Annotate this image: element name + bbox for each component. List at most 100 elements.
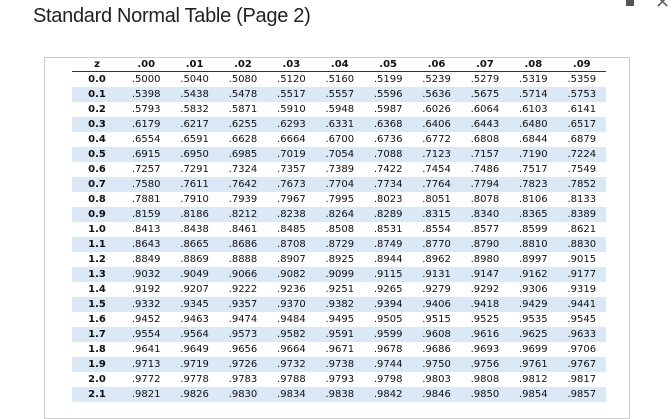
probability-cell: .9406 (412, 297, 461, 312)
column-header: .02 (218, 58, 268, 72)
probability-cell: .9826 (170, 387, 219, 402)
probability-cell: .8438 (180, 224, 209, 235)
probability-cell: .9726 (218, 357, 268, 372)
table-row: 1.4 .9192 .9207 .9222 .9236 .9251 .9265 .9279 .9… (72, 282, 606, 297)
probability-cell: .9678 (373, 344, 403, 355)
z-cell: 0.8 (88, 194, 106, 205)
probability-cell: .9812 (519, 374, 548, 385)
probability-cell: .9265 (373, 284, 403, 295)
probability-cell: .9857 (557, 387, 606, 402)
probability-cell: .6064 (470, 104, 500, 115)
probability-cell: .5040 (180, 74, 209, 85)
probability-cell: .6700 (325, 134, 355, 145)
probability-cell: .9732 (267, 357, 316, 372)
probability-cell: .9821 (122, 387, 171, 402)
probability-cell: .9591 (315, 327, 364, 342)
probability-cell: .9082 (267, 267, 316, 282)
probability-cell: .5596 (363, 87, 413, 102)
probability-cell: .9515 (422, 314, 451, 325)
probability-cell: .9525 (470, 314, 500, 325)
minimize-button[interactable] (626, 0, 634, 6)
probability-cell: .9452 (131, 314, 161, 325)
probability-cell: .9015 (567, 254, 597, 265)
probability-cell: .7939 (228, 194, 258, 205)
table-row: 1.9.9713.9719.9726.9732.9738.9744.9750.9… (72, 357, 606, 372)
probability-cell: .6950 (170, 147, 219, 162)
probability-cell: .7549 (567, 164, 597, 175)
probability-cell: .8980 (470, 254, 500, 265)
probability-cell: .7764 (412, 177, 461, 192)
probability-cell: .9693 (470, 344, 500, 355)
probability-cell: .6517 (557, 117, 606, 132)
probability-cell: .9706 (567, 344, 597, 355)
probability-cell: .7422 (373, 164, 403, 175)
table-row: 1.3.9032.9049.9066.9082.9099.9115.9131.9… (72, 267, 606, 282)
probability-cell: .6591 (180, 134, 209, 145)
probability-cell: .8849 (131, 254, 161, 265)
probability-cell: .5948 (325, 104, 355, 115)
probability-cell: .6915 (122, 147, 171, 162)
probability-cell: .9793 (325, 374, 355, 385)
probability-cell: .6331 (315, 117, 364, 132)
probability-cell: .7580 (122, 177, 171, 192)
probability-cell: .9505 (373, 314, 403, 325)
probability-cell: .9545 (567, 314, 597, 325)
probability-cell: .7389 (325, 164, 355, 175)
probability-cell: .8962 (422, 254, 451, 265)
column-header: .06 (412, 58, 461, 72)
probability-cell: .8485 (277, 224, 306, 235)
probability-cell: .8389 (557, 207, 606, 222)
probability-cell: .7673 (267, 177, 316, 192)
probability-cell: .8665 (170, 237, 219, 252)
column-header: .03 (267, 58, 316, 72)
probability-cell: .5793 (131, 104, 161, 115)
probability-cell: .8023 (373, 194, 403, 205)
probability-cell: .6844 (519, 134, 548, 145)
probability-cell: .5832 (180, 104, 209, 115)
probability-cell: .7357 (277, 164, 306, 175)
probability-cell: .7019 (267, 147, 316, 162)
probability-cell: .9222 (228, 284, 258, 295)
probability-cell: .9049 (170, 267, 219, 282)
probability-cell: .7995 (325, 194, 355, 205)
probability-cell: .9664 (277, 344, 306, 355)
probability-cell: .8413 (131, 224, 161, 235)
probability-cell: .6217 (170, 117, 219, 132)
probability-cell: .9382 (315, 297, 364, 312)
close-button[interactable]: ✕ (655, 0, 671, 12)
probability-cell: .6141 (567, 104, 597, 115)
probability-cell: .5517 (267, 87, 316, 102)
probability-cell: .6879 (567, 134, 597, 145)
probability-cell: .9649 (180, 344, 209, 355)
probability-cell: .8212 (218, 207, 268, 222)
probability-cell: .9554 (122, 327, 171, 342)
probability-cell: .8643 (122, 237, 171, 252)
probability-cell: .8078 (470, 194, 500, 205)
probability-cell: .9306 (519, 284, 548, 295)
probability-cell: .9767 (557, 357, 606, 372)
probability-cell: .9066 (218, 267, 268, 282)
probability-cell: .8830 (557, 237, 606, 252)
probability-cell: .9778 (180, 374, 209, 385)
probability-cell: .9394 (363, 297, 413, 312)
probability-cell: .6628 (228, 134, 258, 145)
probability-cell: .6179 (122, 117, 171, 132)
probability-cell: .5279 (470, 74, 500, 85)
table-row: 0.6 .7257 .7291 .7324 .7357 .7389 .7422 .7454 .7… (72, 162, 606, 177)
probability-cell: .8289 (363, 207, 413, 222)
probability-cell: .7054 (315, 147, 364, 162)
probability-cell: .8051 (422, 194, 451, 205)
probability-cell: .9599 (363, 327, 413, 342)
probability-cell: .6406 (412, 117, 461, 132)
probability-cell: .9719 (170, 357, 219, 372)
probability-cell: .9798 (373, 374, 403, 385)
table-row: 0.2 .5793 .5832 .5871 .5910 .5948 .5987 .6026 .6… (72, 102, 606, 117)
probability-cell: .7517 (519, 164, 548, 175)
z-cell: 0.2 (88, 104, 106, 115)
probability-cell: .9633 (557, 327, 606, 342)
probability-cell: .6443 (460, 117, 510, 132)
probability-cell: .5120 (277, 74, 306, 85)
table-frame: z .00.01.02.03.04.05.06.07.08.09 0.0 .5000… (44, 57, 630, 419)
table-row: 0.4 .6554 .6591 .6628 .6664 .6700 .6736 .6772 .6… (72, 132, 606, 147)
probability-cell: .9207 (180, 284, 209, 295)
